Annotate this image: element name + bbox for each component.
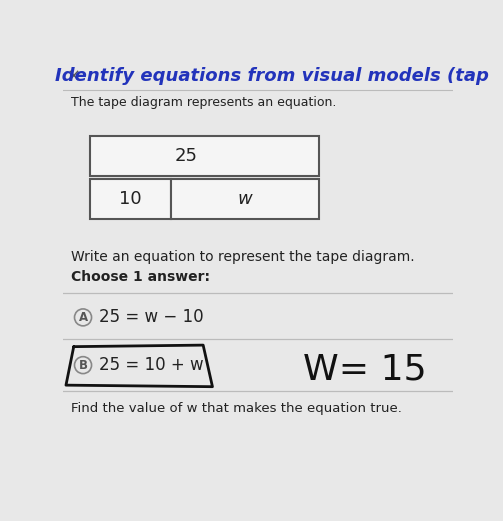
Text: A: A [78, 311, 88, 324]
Text: ×: × [67, 67, 80, 85]
Text: Find the value of w that makes the equation true.: Find the value of w that makes the equat… [70, 402, 401, 415]
Text: B: B [78, 358, 88, 371]
FancyBboxPatch shape [171, 179, 318, 219]
Text: Identify equations from visual models (tap: Identify equations from visual models (t… [55, 67, 489, 85]
Text: The tape diagram represents an equation.: The tape diagram represents an equation. [70, 96, 336, 109]
Text: Choose 1 answer:: Choose 1 answer: [70, 270, 210, 284]
Text: 10: 10 [119, 190, 142, 208]
Text: W= 15: W= 15 [303, 353, 427, 387]
FancyBboxPatch shape [90, 179, 171, 219]
Text: 25: 25 [175, 147, 198, 165]
Text: 25 = 10 + w: 25 = 10 + w [99, 356, 203, 374]
Text: w: w [237, 190, 253, 208]
FancyBboxPatch shape [90, 135, 318, 176]
Text: Write an equation to represent the tape diagram.: Write an equation to represent the tape … [70, 250, 414, 264]
Text: 25 = w − 10: 25 = w − 10 [99, 308, 203, 326]
